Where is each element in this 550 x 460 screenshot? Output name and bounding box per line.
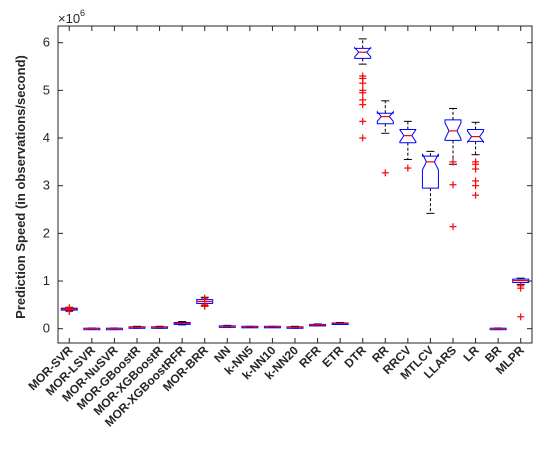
plot-area: 0123456MOR-SVRMOR-LSVRMOR-NuSVRMOR-GBoos… <box>25 25 533 429</box>
box <box>421 153 439 189</box>
y-tick-label: 4 <box>43 130 50 145</box>
axes-frame <box>57 25 533 344</box>
box <box>376 110 394 125</box>
y-multiplier: ×10 6 <box>58 8 85 26</box>
box <box>354 46 372 59</box>
y-tick-label: 6 <box>43 35 50 50</box>
box <box>467 128 485 144</box>
y-tick-label: 1 <box>43 273 50 288</box>
y-multiplier-exponent: 6 <box>80 8 85 18</box>
x-tick-label: LR <box>460 343 481 364</box>
y-tick-label: 5 <box>43 82 50 97</box>
y-tick-label: 3 <box>43 178 50 193</box>
x-tick-label: RFR <box>296 343 324 371</box>
y-axis-title: Prediction Speed (in observations/second… <box>13 55 28 319</box>
x-tick-label: DTR <box>341 343 369 371</box>
box <box>444 119 462 141</box>
y-multiplier-base: ×10 <box>58 11 80 26</box>
y-tick-label: 0 <box>43 321 50 336</box>
y-tick-label: 2 <box>43 225 50 240</box>
x-tick-label: ETR <box>319 343 346 370</box>
box <box>399 128 417 144</box>
